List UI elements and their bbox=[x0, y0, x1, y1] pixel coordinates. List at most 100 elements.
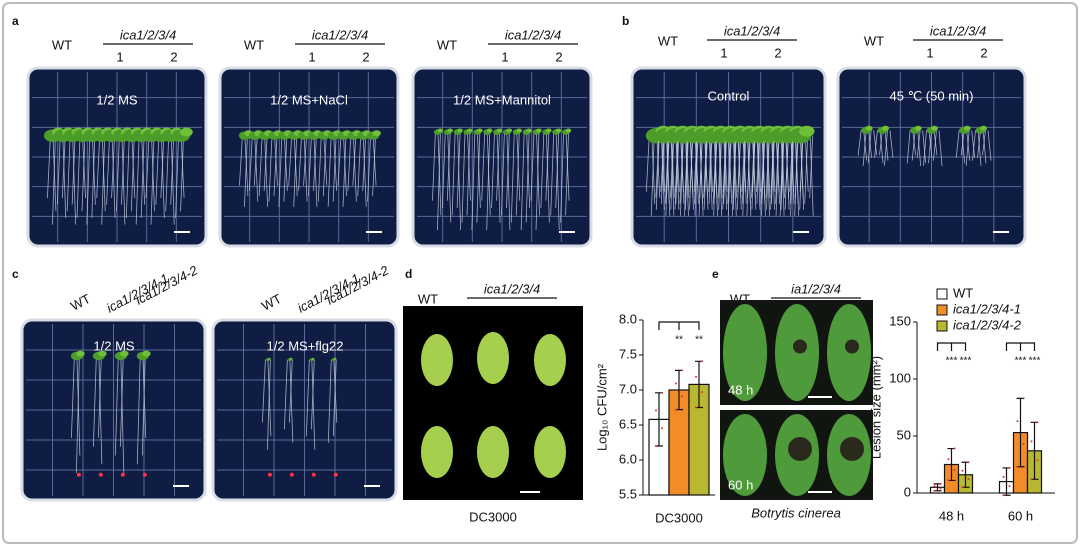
leaf bbox=[421, 334, 453, 386]
line-label: 2 bbox=[170, 49, 177, 64]
root bbox=[362, 135, 367, 207]
root bbox=[98, 355, 103, 465]
root bbox=[784, 135, 789, 210]
x-tick-label: 48 h bbox=[939, 508, 964, 523]
significance: *** bbox=[1029, 356, 1041, 367]
root bbox=[916, 130, 921, 158]
seedling bbox=[526, 128, 532, 133]
root bbox=[170, 135, 175, 205]
seedling bbox=[516, 128, 522, 133]
root bbox=[332, 359, 337, 437]
root bbox=[136, 355, 141, 465]
data-dot bbox=[1030, 478, 1033, 481]
root bbox=[293, 135, 298, 207]
root bbox=[101, 135, 106, 225]
root bbox=[268, 135, 273, 202]
line-label: 2 bbox=[774, 45, 781, 60]
root bbox=[703, 135, 708, 210]
root bbox=[742, 135, 747, 216]
significance: *** bbox=[946, 356, 958, 367]
root bbox=[694, 135, 699, 216]
root bbox=[81, 135, 86, 212]
data-dot bbox=[695, 375, 697, 378]
root bbox=[540, 132, 545, 208]
line-label: 1 bbox=[308, 49, 315, 64]
root bbox=[496, 132, 500, 201]
root bbox=[779, 135, 784, 216]
root bbox=[982, 130, 987, 164]
leaf bbox=[723, 414, 767, 496]
root bbox=[262, 359, 266, 423]
legend-swatch bbox=[936, 320, 948, 332]
root bbox=[327, 135, 332, 207]
root bbox=[655, 135, 660, 210]
data-dot bbox=[661, 391, 663, 394]
root bbox=[708, 135, 713, 192]
lesion bbox=[845, 339, 859, 354]
leaf bbox=[534, 334, 566, 386]
data-dot bbox=[947, 458, 950, 461]
seedling bbox=[545, 128, 552, 133]
root bbox=[239, 135, 243, 186]
seedling bbox=[914, 125, 922, 131]
root bbox=[106, 135, 110, 205]
root bbox=[867, 130, 872, 164]
root bbox=[258, 135, 263, 197]
data-dot bbox=[701, 360, 703, 363]
root bbox=[660, 135, 665, 210]
root bbox=[263, 135, 268, 191]
data-dot bbox=[967, 477, 970, 480]
line-label: 1 bbox=[720, 45, 727, 60]
root bbox=[303, 135, 308, 202]
root bbox=[694, 135, 698, 204]
root bbox=[760, 135, 765, 204]
seedling bbox=[476, 128, 483, 133]
root bbox=[91, 135, 96, 218]
root bbox=[765, 135, 770, 198]
root bbox=[693, 135, 698, 192]
root bbox=[457, 132, 462, 230]
seedling bbox=[267, 357, 271, 360]
root bbox=[506, 132, 510, 208]
data-dot bbox=[701, 391, 703, 394]
root bbox=[879, 130, 883, 156]
root bbox=[565, 132, 569, 216]
root bbox=[670, 135, 674, 198]
plate-label: 45 ℃ (50 min) bbox=[890, 88, 974, 103]
data-dot bbox=[1016, 420, 1019, 423]
root bbox=[771, 135, 775, 210]
root bbox=[120, 355, 125, 474]
root bbox=[135, 135, 140, 225]
root bbox=[56, 135, 61, 205]
plate-label: 1/2 MS+NaCl bbox=[270, 92, 348, 107]
root bbox=[675, 135, 680, 210]
root bbox=[140, 135, 145, 218]
root bbox=[76, 135, 81, 218]
leaf bbox=[477, 332, 509, 384]
data-dot bbox=[933, 489, 936, 492]
time-label: 60 h bbox=[728, 477, 753, 492]
data-dot bbox=[675, 382, 677, 385]
root bbox=[731, 135, 736, 216]
line-label: 1 bbox=[501, 49, 508, 64]
plate-label: 1/2 MS bbox=[93, 338, 135, 353]
root bbox=[717, 135, 722, 198]
sig-bracket bbox=[936, 342, 967, 351]
root bbox=[145, 135, 150, 198]
panel-label: c bbox=[12, 267, 19, 281]
root bbox=[933, 130, 937, 161]
root bbox=[510, 132, 515, 223]
mark-dot bbox=[142, 472, 147, 477]
root bbox=[727, 135, 732, 216]
root bbox=[372, 135, 376, 197]
root bbox=[170, 135, 175, 225]
seedling bbox=[120, 350, 129, 357]
root bbox=[799, 135, 804, 210]
root bbox=[447, 132, 452, 223]
root bbox=[650, 135, 655, 216]
root bbox=[367, 135, 371, 202]
wt-label: WT bbox=[52, 37, 72, 52]
root bbox=[545, 132, 550, 201]
seedling bbox=[311, 357, 315, 360]
seedling bbox=[142, 350, 151, 357]
